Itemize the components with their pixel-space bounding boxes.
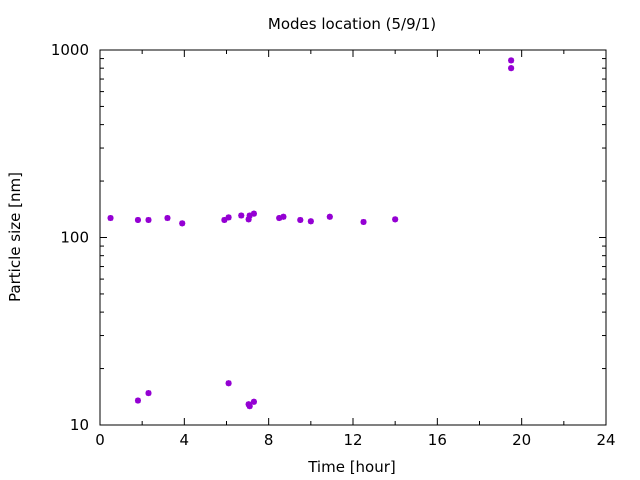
data-point [134,397,141,404]
x-axis-label: Time [hour] [307,458,396,476]
data-point-diag2 [107,215,114,221]
data-point-diag2 [326,213,333,220]
data-point-diag2 [251,210,257,217]
x-tick-label: 0 [95,431,105,449]
data-point-diag2 [225,380,232,387]
data-point-diag2 [179,220,186,227]
y-tick-label: 10 [70,416,89,434]
data-point [250,398,257,405]
x-tick-label: 20 [512,431,531,449]
data-point [360,218,367,225]
data-point [297,216,304,223]
data-point-diag2 [145,217,152,223]
data-point-diag2 [251,398,257,405]
plot-axes: 0 4 8 12 16 20 24 10 100 1000 [51,41,616,449]
data-point [107,215,114,222]
y-tick-label: 1000 [51,41,89,59]
data-point [238,212,245,219]
data-point-diag2 [297,217,304,223]
data-point-diag2 [508,57,514,64]
x-tick-label: 12 [343,431,362,449]
data-point [246,403,253,410]
data-point-diag2 [280,213,287,220]
data-points [107,57,515,410]
data-point [280,213,287,220]
data-point [250,210,257,217]
x-tick-label: 4 [180,431,190,449]
x-tick-label: 8 [264,431,274,449]
data-point-diag2 [238,212,245,219]
data-point-diag2 [392,216,398,223]
data-point [326,213,333,220]
y-axis-label: Particle size [nm] [6,172,24,302]
data-point-diag2 [508,65,514,71]
data-point [225,214,232,221]
data-point-diag2 [135,217,141,223]
data-point-diag2 [164,215,171,221]
data-point-diag2 [135,397,141,404]
data-point-diag2 [360,219,367,225]
chart-title: Modes location (5/9/1) [268,15,436,33]
data-point [134,216,141,223]
data-point [145,390,152,397]
y-tick-label: 100 [60,229,89,247]
data-point [307,218,314,225]
data-point [225,380,232,387]
data-point [508,65,515,72]
data-point-diag2 [225,214,232,221]
data-point [145,216,152,223]
data-point [392,216,399,223]
data-point-diag2 [246,403,253,409]
data-point [164,215,171,222]
data-point [221,216,228,223]
data-point-diag2 [145,390,152,396]
data-point-diag2 [308,218,314,225]
x-tick-label: 24 [596,431,615,449]
plot-frame [99,49,607,426]
x-tick-label: 16 [428,431,447,449]
data-point [508,57,515,64]
data-point [179,220,186,227]
